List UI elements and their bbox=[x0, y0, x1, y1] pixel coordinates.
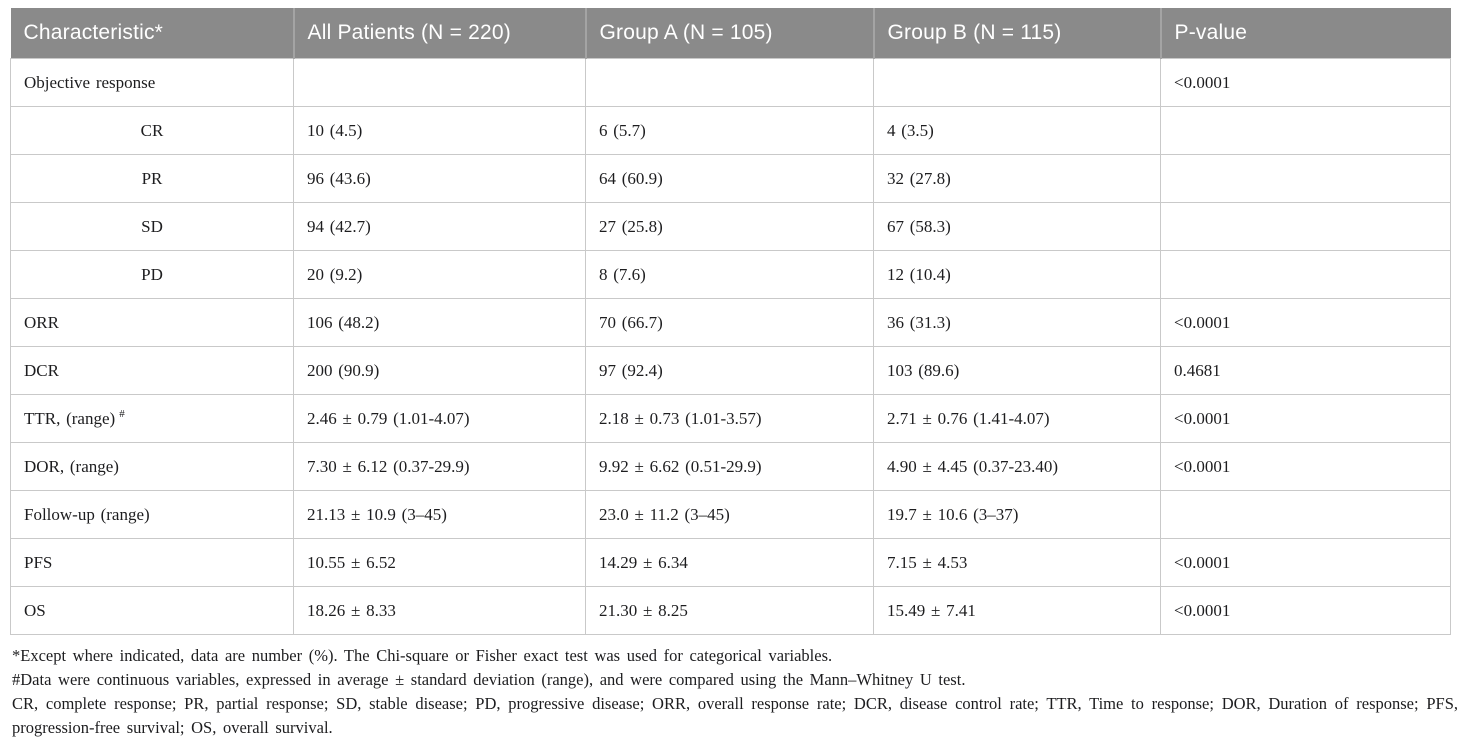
column-header-characteristic: Characteristic* bbox=[10, 8, 294, 59]
all-patients-cell: 10.55 ± 6.52 bbox=[293, 538, 586, 587]
row-label-superscript: # bbox=[119, 407, 125, 420]
column-header-p-value: P-value bbox=[1159, 8, 1451, 59]
table-row: SD 94 (42.7) 27 (25.8) 67 (58.3) bbox=[10, 202, 1451, 251]
table-row: PD 20 (9.2) 8 (7.6) 12 (10.4) bbox=[10, 250, 1451, 299]
p-value-cell bbox=[1160, 250, 1451, 299]
all-patients-cell: 18.26 ± 8.33 bbox=[293, 586, 586, 635]
group-b-cell: 4 (3.5) bbox=[873, 106, 1161, 155]
table-footnotes: *Except where indicated, data are number… bbox=[12, 644, 1458, 740]
row-label: PFS bbox=[24, 552, 53, 572]
row-label: PR bbox=[141, 168, 163, 188]
group-a-cell: 2.18 ± 0.73 (1.01-3.57) bbox=[585, 394, 874, 443]
row-label-cell: PD bbox=[10, 250, 294, 299]
table-body: Objective response <0.0001 CR 10 (4.5) 6… bbox=[10, 58, 1451, 635]
footnote-categorical: *Except where indicated, data are number… bbox=[12, 646, 833, 665]
all-patients-cell: 10 (4.5) bbox=[293, 106, 586, 155]
row-label-cell: Follow-up (range) bbox=[10, 490, 294, 539]
p-value-cell: <0.0001 bbox=[1160, 538, 1451, 587]
footnote-abbreviations: CR, complete response; PR, partial respo… bbox=[12, 694, 1458, 737]
all-patients-cell: 21.13 ± 10.9 (3–45) bbox=[293, 490, 586, 539]
group-b-cell: 12 (10.4) bbox=[873, 250, 1161, 299]
row-label: CR bbox=[140, 120, 164, 140]
group-a-cell: 23.0 ± 11.2 (3–45) bbox=[585, 490, 874, 539]
all-patients-cell: 96 (43.6) bbox=[293, 154, 586, 203]
p-value-cell: <0.0001 bbox=[1160, 298, 1451, 347]
group-b-cell: 19.7 ± 10.6 (3–37) bbox=[873, 490, 1161, 539]
group-a-cell: 70 (66.7) bbox=[585, 298, 874, 347]
row-label: PD bbox=[141, 264, 163, 284]
row-label: SD bbox=[141, 216, 163, 236]
footnote-continuous: #Data were continuous variables, express… bbox=[12, 670, 966, 689]
row-label: ORR bbox=[24, 312, 59, 332]
row-label-cell: TTR, (range) # bbox=[10, 394, 294, 443]
row-label-cell: SD bbox=[10, 202, 294, 251]
p-value-cell bbox=[1160, 106, 1451, 155]
group-a-cell bbox=[585, 58, 874, 107]
row-label-cell: OS bbox=[10, 586, 294, 635]
group-a-cell: 9.92 ± 6.62 (0.51-29.9) bbox=[585, 442, 874, 491]
p-value-cell bbox=[1160, 202, 1451, 251]
group-b-cell: 7.15 ± 4.53 bbox=[873, 538, 1161, 587]
table-row: DCR 200 (90.9) 97 (92.4) 103 (89.6) 0.46… bbox=[10, 346, 1451, 395]
all-patients-cell bbox=[293, 58, 586, 107]
p-value-cell: <0.0001 bbox=[1160, 58, 1451, 107]
results-table: Characteristic* All Patients (N = 220) G… bbox=[10, 8, 1451, 635]
all-patients-cell: 20 (9.2) bbox=[293, 250, 586, 299]
table-row: Follow-up (range) 21.13 ± 10.9 (3–45) 23… bbox=[10, 490, 1451, 539]
row-label-cell: DOR, (range) bbox=[10, 442, 294, 491]
column-header-all-patients: All Patients (N = 220) bbox=[292, 8, 586, 59]
group-b-cell: 2.71 ± 0.76 (1.41-4.07) bbox=[873, 394, 1161, 443]
group-b-cell: 15.49 ± 7.41 bbox=[873, 586, 1161, 635]
group-b-cell: 32 (27.8) bbox=[873, 154, 1161, 203]
group-a-cell: 8 (7.6) bbox=[585, 250, 874, 299]
all-patients-cell: 7.30 ± 6.12 (0.37-29.9) bbox=[293, 442, 586, 491]
row-label-cell: PFS bbox=[10, 538, 294, 587]
row-label: OS bbox=[24, 600, 46, 620]
all-patients-cell: 106 (48.2) bbox=[293, 298, 586, 347]
group-b-cell: 103 (89.6) bbox=[873, 346, 1161, 395]
p-value-cell bbox=[1160, 490, 1451, 539]
all-patients-cell: 200 (90.9) bbox=[293, 346, 586, 395]
table-header-row: Characteristic* All Patients (N = 220) G… bbox=[10, 8, 1451, 59]
p-value-cell: <0.0001 bbox=[1160, 442, 1451, 491]
column-header-group-b: Group B (N = 115) bbox=[872, 8, 1161, 59]
group-b-cell: 36 (31.3) bbox=[873, 298, 1161, 347]
group-a-cell: 21.30 ± 8.25 bbox=[585, 586, 874, 635]
group-b-cell: 67 (58.3) bbox=[873, 202, 1161, 251]
table-row: PFS 10.55 ± 6.52 14.29 ± 6.34 7.15 ± 4.5… bbox=[10, 538, 1451, 587]
column-header-group-a: Group A (N = 105) bbox=[584, 8, 874, 59]
table-row: DOR, (range) 7.30 ± 6.12 (0.37-29.9) 9.9… bbox=[10, 442, 1451, 491]
p-value-cell: <0.0001 bbox=[1160, 586, 1451, 635]
row-label-cell: DCR bbox=[10, 346, 294, 395]
p-value-cell bbox=[1160, 154, 1451, 203]
group-a-cell: 97 (92.4) bbox=[585, 346, 874, 395]
table-row: PR 96 (43.6) 64 (60.9) 32 (27.8) bbox=[10, 154, 1451, 203]
group-a-cell: 14.29 ± 6.34 bbox=[585, 538, 874, 587]
group-a-cell: 6 (5.7) bbox=[585, 106, 874, 155]
table-row: TTR, (range) # 2.46 ± 0.79 (1.01-4.07) 2.… bbox=[10, 394, 1451, 443]
all-patients-cell: 94 (42.7) bbox=[293, 202, 586, 251]
group-a-cell: 27 (25.8) bbox=[585, 202, 874, 251]
p-value-cell: <0.0001 bbox=[1160, 394, 1451, 443]
table-row: CR 10 (4.5) 6 (5.7) 4 (3.5) bbox=[10, 106, 1451, 155]
table-row: OS 18.26 ± 8.33 21.30 ± 8.25 15.49 ± 7.4… bbox=[10, 586, 1451, 635]
row-label: Objective response bbox=[24, 72, 156, 92]
row-label-cell: PR bbox=[10, 154, 294, 203]
p-value-cell: 0.4681 bbox=[1160, 346, 1451, 395]
row-label: DOR, (range) bbox=[24, 456, 119, 476]
group-b-cell: 4.90 ± 4.45 (0.37-23.40) bbox=[873, 442, 1161, 491]
row-label-cell: ORR bbox=[10, 298, 294, 347]
table-row: Objective response <0.0001 bbox=[10, 58, 1451, 107]
row-label: TTR, (range) bbox=[24, 408, 116, 428]
row-label-cell: Objective response bbox=[10, 58, 294, 107]
row-label: DCR bbox=[24, 360, 59, 380]
row-label: Follow-up (range) bbox=[24, 504, 150, 524]
group-a-cell: 64 (60.9) bbox=[585, 154, 874, 203]
group-b-cell bbox=[873, 58, 1161, 107]
table-row: ORR 106 (48.2) 70 (66.7) 36 (31.3) <0.00… bbox=[10, 298, 1451, 347]
all-patients-cell: 2.46 ± 0.79 (1.01-4.07) bbox=[293, 394, 586, 443]
row-label-cell: CR bbox=[10, 106, 294, 155]
